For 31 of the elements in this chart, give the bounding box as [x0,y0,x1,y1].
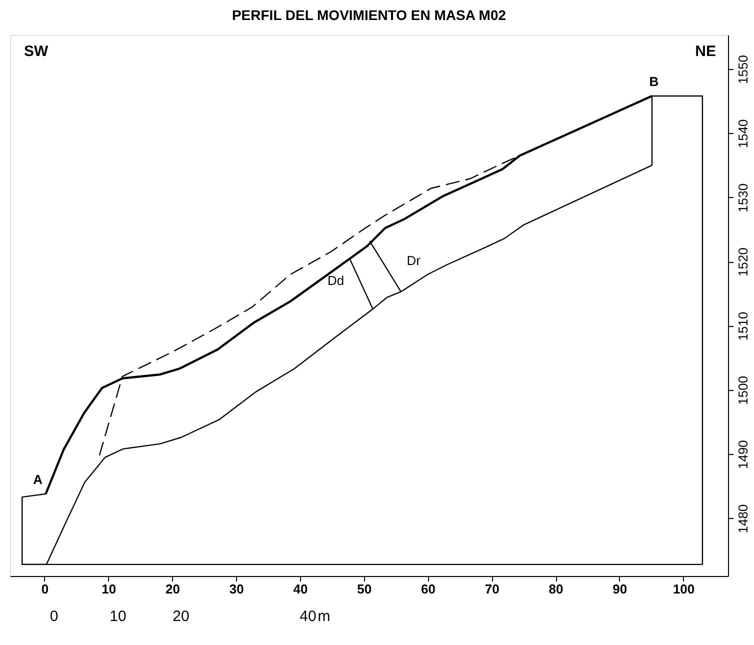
annotation: SW [24,43,50,60]
annotation: Dr [406,253,422,268]
x-tick-label: 10 [102,582,116,596]
x-tick-label: 30 [229,582,244,596]
x-tick-label: 100 [672,582,695,596]
text: m [318,608,330,625]
y-tick-label: 1540 [736,119,750,148]
y-tick-label: 1510 [736,312,750,341]
x-tick-label: 60 [421,582,436,596]
chart-title: PERFIL DEL MOVIMIENTO EN MASA M02 [232,7,506,23]
y-tick-label: 1480 [736,504,750,534]
annotation: NE [695,43,716,60]
x-tick-label: 40 [293,582,308,596]
x-tick-label: 20 [166,582,180,596]
y-tick-label: 1500 [736,376,750,405]
annotation: A [33,472,44,487]
text: 20 [172,608,190,625]
text: 40 [300,608,316,625]
annotation: B [649,74,659,89]
x-tick-label: 90 [612,582,628,596]
y-tick-label: 1530 [736,183,750,212]
x-tick-label: 70 [484,582,500,596]
y-tick-label: 1520 [736,248,750,276]
x-tick-label: 50 [357,582,372,596]
text: 10 [110,608,126,625]
y-tick-label: 1550 [736,55,750,84]
x-tick-label: 80 [548,582,564,596]
x-tick-label: 0 [41,582,49,596]
annotation: Dd [328,272,344,288]
y-tick-label: 1490 [736,440,750,470]
text: 0 [50,608,58,625]
